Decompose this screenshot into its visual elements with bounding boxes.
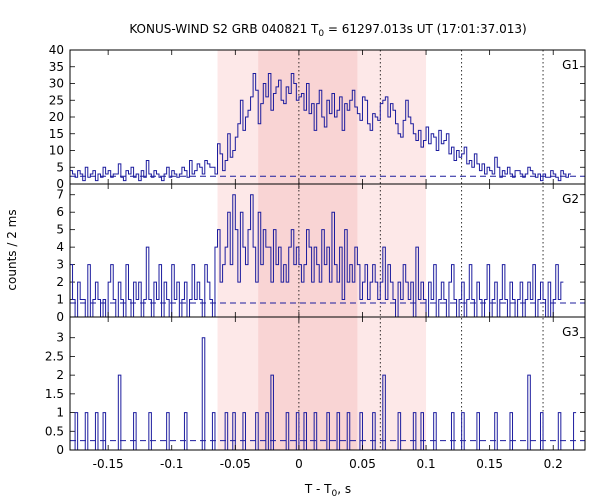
x-tick-label: 0.15	[476, 457, 503, 471]
panel-g1-ytick-label: 20	[49, 110, 64, 124]
panel-g1-ytick-label: 40	[49, 43, 64, 57]
panel-g1-ytick-label: 35	[49, 60, 64, 74]
panel-g2-ytick-label: 2	[56, 275, 64, 289]
panel-g2-light-curve	[70, 194, 564, 318]
panel-g2-label: G2	[562, 192, 579, 206]
panel-g3-ytick-label: 3	[56, 331, 64, 345]
x-tick-label: -0.05	[220, 457, 251, 471]
panel-g2-ytick-label: 3	[56, 258, 64, 272]
panel-g3-frame	[69, 316, 586, 451]
x-tick-label: -0.1	[160, 457, 183, 471]
panel-g1-ytick-label: 0	[56, 177, 64, 191]
panel-g2-ytick-label: 5	[56, 223, 64, 237]
panel-g2-ytick-label: 4	[56, 240, 64, 254]
panel-g2-ytick-label: 1	[56, 293, 64, 307]
panel-g2-ytick-label: 7	[56, 188, 64, 202]
panel-g2: 0 1 2 3 4 5 6 7 G2	[56, 183, 586, 324]
panel-g3-ytick-label: 0.5	[45, 424, 64, 438]
panel-g3-ytick-label: 1	[56, 406, 64, 420]
x-tick-label: 0.05	[349, 457, 376, 471]
panel-g2-ytick-label: 6	[56, 205, 64, 219]
x-axis-label: T - T0, s	[304, 482, 351, 499]
chart-title-main: KONUS-WIND S2 GRB 040821 T	[129, 22, 319, 36]
x-axis-label-main: T - T	[304, 482, 332, 496]
shaded-regions-layer	[217, 50, 427, 450]
x-tick-label: 0	[295, 457, 303, 471]
panel-g1-label: G1	[562, 58, 579, 72]
panel-g3: 0 0.5 1 1.5 2 2.5 3 G3	[45, 316, 586, 457]
panel-g1-light-curve	[70, 72, 572, 182]
x-tick-label: 0.2	[544, 457, 563, 471]
x-axis-label-rest: , s	[337, 482, 351, 496]
x-axis: -0.15 -0.1 -0.05 0 0.05 0.1 0.15 0.2	[93, 50, 563, 471]
panel-g1: 0 5 10 15 20 25 30 35 40 G1	[49, 43, 586, 191]
panel-g1-ytick-label: 10	[49, 144, 64, 158]
chart-title-subscript: 0	[318, 29, 324, 39]
panel-g3-ytick-label: 0	[56, 443, 64, 457]
panel-g3-ytick-label: 2.5	[45, 349, 64, 363]
panel-g1-ytick-label: 5	[56, 160, 64, 174]
x-tick-label: 0.1	[417, 457, 436, 471]
panel-g3-ytick-label: 2	[56, 368, 64, 382]
panel-g1-ytick-label: 15	[49, 127, 64, 141]
panel-g3-label: G3	[562, 325, 579, 339]
panel-g3-ytick-label: 1.5	[45, 387, 64, 401]
chart-title-rest: = 61297.013s UT (17:01:37.013)	[324, 22, 527, 36]
panel-g1-ytick-label: 25	[49, 93, 64, 107]
panel-g1-ytick-label: 30	[49, 77, 64, 91]
chart-title: KONUS-WIND S2 GRB 040821 T0 = 61297.013s…	[129, 22, 526, 39]
x-axis-label-subscript: 0	[332, 489, 338, 499]
y-axis-label: counts / 2 ms	[5, 209, 19, 290]
shaded-region-2	[258, 50, 358, 450]
panel-g2-ytick-label: 0	[56, 310, 64, 324]
x-tick-label: -0.15	[93, 457, 124, 471]
panels-layer: 0 5 10 15 20 25 30 35 40 G1 0 1 2 3 4 5 6 7 G2 0 0.5 1 1.5 2 2.5…	[45, 43, 586, 457]
